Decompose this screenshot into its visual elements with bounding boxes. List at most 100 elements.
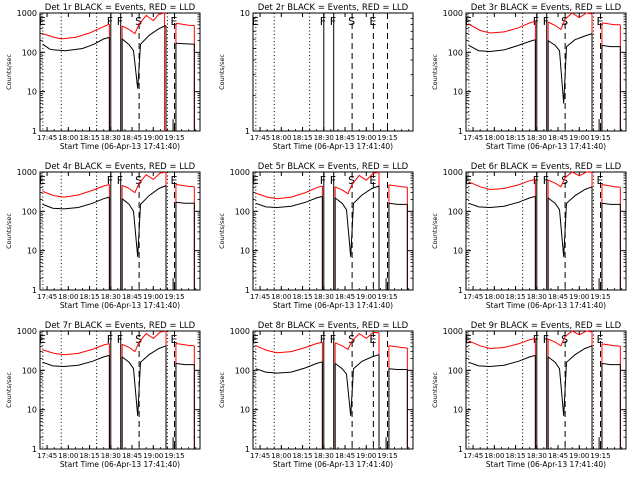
event-marker-label: F — [107, 333, 113, 346]
x-tick-label: 18:45 — [335, 293, 355, 301]
x-tick-label: 18:45 — [122, 452, 142, 460]
x-axis-label: Start Time (06-Apr-13 17:41:40) — [486, 301, 606, 310]
series-red-line — [334, 171, 380, 195]
plot-frame — [39, 171, 201, 291]
x-tick-label: 17:45 — [250, 134, 270, 142]
series-black-line — [601, 362, 621, 366]
event-marker-label: E — [252, 174, 259, 187]
x-tick-label: 18:30 — [314, 452, 334, 460]
y-tick-label: 1000 — [17, 327, 37, 336]
y-tick-label: 100 — [22, 48, 37, 57]
chart-title: Det 7r BLACK = Events, RED = LLD — [45, 321, 196, 331]
y-tick-label: 1 — [32, 127, 37, 136]
event-marker-label: F — [330, 333, 336, 346]
event-marker-label: E — [597, 174, 604, 187]
event-marker-label: F — [330, 174, 336, 187]
x-tick-label: 18:30 — [527, 293, 547, 301]
x-tick-label: 18:30 — [314, 134, 334, 142]
series-red-line — [601, 184, 621, 188]
event-marker-label: S — [561, 174, 568, 187]
series-red-line — [255, 341, 323, 354]
y-tick-label: 10 — [27, 247, 37, 256]
series-red-line — [175, 343, 195, 347]
series-red-line — [388, 345, 408, 349]
y-tick-label: 10 — [240, 9, 250, 18]
x-tick-label: 18:30 — [527, 134, 547, 142]
series-black-line — [42, 196, 110, 210]
y-axis-label: Counts/sec — [431, 213, 439, 249]
event-marker-label: E — [39, 174, 46, 187]
series-black-line — [547, 186, 593, 257]
chart-panel-9: Det 9r BLACK = Events, RED = LLD Counts/s… — [431, 321, 627, 469]
x-tick-label: 18:00 — [271, 134, 291, 142]
x-axis-label: Start Time (06-Apr-13 17:41:40) — [60, 460, 180, 469]
x-tick-label: 18:45 — [122, 293, 142, 301]
chart-title: Det 5r BLACK = Events, RED = LLD — [258, 162, 409, 172]
series-red-line — [468, 178, 536, 191]
series-black-line — [175, 362, 195, 366]
event-marker-label: F — [117, 15, 123, 28]
x-tick-label: 18:15 — [79, 134, 99, 142]
plot-frame — [252, 12, 414, 132]
event-marker-label: E — [597, 15, 604, 28]
series-red-line — [255, 185, 323, 200]
event-marker-label: F — [543, 15, 549, 28]
series-red-line — [388, 184, 408, 188]
series-red-line — [121, 171, 167, 194]
series-black-line — [334, 185, 380, 257]
x-tick-label: 18:45 — [548, 134, 568, 142]
series-red-line — [601, 343, 621, 347]
x-tick-label: 18:45 — [122, 134, 142, 142]
event-marker-label: F — [533, 333, 539, 346]
x-tick-label: 19:00 — [143, 134, 163, 142]
event-marker-label: S — [135, 333, 142, 346]
x-axis-label: Start Time (06-Apr-13 17:41:40) — [273, 142, 393, 151]
x-tick-label: 17:45 — [463, 452, 483, 460]
chart-panel-1: Det 1r BLACK = Events, RED = LLD Counts/s… — [5, 3, 201, 151]
y-tick-label: 1000 — [443, 327, 463, 336]
y-tick-label: 1 — [245, 127, 250, 136]
y-tick-label: 100 — [235, 207, 250, 216]
event-marker-label: F — [320, 174, 326, 187]
y-tick-label: 10 — [27, 406, 37, 415]
y-tick-label: 1 — [245, 286, 250, 295]
x-axis-label: Start Time (06-Apr-13 17:41:40) — [486, 142, 606, 151]
series-red-line — [121, 12, 165, 35]
series-black-line — [334, 354, 380, 416]
chart-title: Det 3r BLACK = Events, RED = LLD — [471, 3, 622, 13]
x-tick-label: 18:30 — [101, 452, 121, 460]
event-marker-label: F — [320, 15, 326, 28]
plot-frame — [465, 171, 627, 291]
y-tick-label: 10 — [240, 406, 250, 415]
y-axis-label: Counts/sec — [5, 372, 13, 408]
y-tick-label: 100 — [22, 366, 37, 375]
chart-title: Det 8r BLACK = Events, RED = LLD — [258, 321, 409, 331]
y-axis-label: Counts/sec — [218, 213, 226, 249]
x-tick-label: 19:00 — [569, 293, 589, 301]
event-marker-label: F — [543, 174, 549, 187]
y-tick-label: 100 — [235, 366, 250, 375]
event-marker-label: E — [252, 15, 259, 28]
event-marker-label: E — [465, 15, 472, 28]
series-black-line — [255, 195, 323, 209]
x-tick-label: 18:00 — [484, 134, 504, 142]
plot-frame — [465, 12, 627, 132]
series-red-line — [468, 337, 536, 350]
x-tick-label: 18:15 — [292, 452, 312, 460]
y-tick-label: 1000 — [443, 168, 463, 177]
series-black-line — [42, 354, 110, 368]
event-marker-label: E — [465, 174, 472, 187]
series-black-line — [388, 202, 408, 205]
series-black-line — [255, 361, 323, 374]
x-tick-label: 19:15 — [590, 293, 610, 301]
series-red-line — [547, 330, 593, 347]
x-tick-label: 19:15 — [164, 452, 184, 460]
plot-frame — [465, 330, 627, 450]
y-axis-label: Counts/sec — [218, 372, 226, 408]
series-black-line — [121, 345, 167, 416]
x-tick-label: 18:00 — [484, 293, 504, 301]
x-tick-label: 19:00 — [356, 452, 376, 460]
series-black-line — [175, 201, 195, 204]
series-red-line — [334, 331, 380, 351]
